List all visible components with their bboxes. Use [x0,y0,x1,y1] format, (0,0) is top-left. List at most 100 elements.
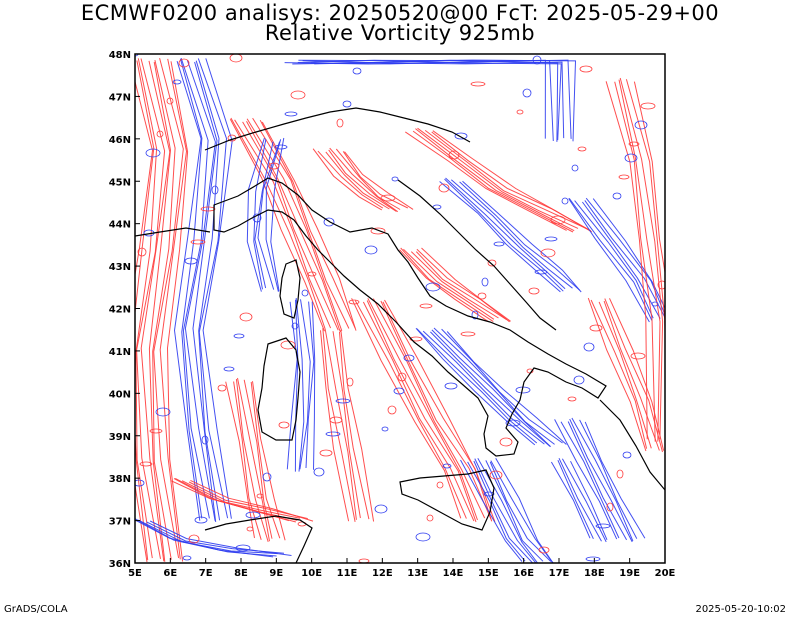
positive-vorticity-contour [229,54,243,63]
negative-vorticity-contour [135,479,145,487]
positive-vorticity-contour [229,118,325,332]
positive-vorticity-contour [630,352,646,360]
positive-vorticity-contour [616,469,624,479]
positive-vorticity-contour [619,77,664,440]
positive-vorticity-contour [538,546,550,554]
positive-vorticity-contour [200,206,216,212]
longitude-label: 13E [407,568,428,579]
negative-vorticity-contour [403,354,415,362]
positive-vorticity-contour [348,299,360,305]
negative-vorticity-contour [560,421,620,539]
positive-vorticity-contour [135,58,158,559]
negative-vorticity-contour [313,467,325,477]
negative-vorticity-contour [325,431,341,437]
positive-vorticity-contour [354,300,467,519]
positive-vorticity-contour [415,251,507,321]
negative-vorticity-contour [585,556,601,562]
negative-vorticity-contour [534,269,548,275]
negative-vorticity-contour [584,200,665,319]
positive-vorticity-contour [421,247,511,322]
positive-vorticity-contour [342,151,409,209]
negative-vorticity-contour [439,181,561,293]
negative-vorticity-contour [592,198,665,310]
negative-vorticity-contour [179,58,203,519]
positive-vorticity-contour [403,248,495,320]
negative-vorticity-contour [622,451,632,459]
positive-vorticity-contour [188,534,200,544]
positive-vorticity-contour [190,239,206,245]
negative-vorticity-contour [430,331,551,447]
positive-vorticity-contour [140,60,171,562]
negative-vorticity-contour [335,398,351,404]
negative-vorticity-contour [485,460,544,562]
negative-vorticity-contour [299,299,311,470]
longitude-label: 17E [549,568,570,579]
latitude-label: 36N [109,559,131,570]
positive-vorticity-contour [587,297,647,452]
positive-vorticity-contour [438,183,450,193]
positive-vorticity-contour [225,381,255,539]
positive-vorticity-contour [606,502,614,512]
footer-timestamp: 2025-05-20-10:02 [695,604,786,615]
negative-vorticity-contour [184,60,216,521]
positive-vorticity-contour [604,298,663,453]
positive-vorticity-contour [239,312,253,322]
positive-vorticity-contour [217,384,227,392]
positive-vorticity-contour [178,58,190,68]
negative-vorticity-contour [585,197,665,317]
negative-vorticity-contour [471,310,479,320]
positive-vorticity-contour [346,377,354,387]
negative-vorticity-contour [180,58,210,519]
positive-vorticity-contour [366,300,477,523]
negative-vorticity-contour [444,382,458,390]
negative-vorticity-contour [568,198,650,323]
positive-vorticity-contour [259,119,356,329]
latitude-label: 40N [109,389,131,400]
negative-vorticity-contour [532,55,542,65]
negative-vorticity-contour [490,460,554,563]
negative-vorticity-contour [352,67,362,75]
negative-vorticity-contour [245,511,261,519]
negative-vorticity-contour [422,330,545,445]
longitude-label: 11E [337,568,358,579]
longitude-label: 7E [199,568,213,579]
positive-vorticity-contour [387,405,397,415]
negative-vorticity-contour [584,421,646,539]
latitude-label: 41N [109,347,131,358]
latitude-label: 47N [109,92,131,103]
positive-vorticity-contour [550,215,566,225]
positive-vorticity-contour [419,303,433,309]
negative-vorticity-contour [155,407,171,417]
longitude-label: 9E [269,568,283,579]
negative-vorticity-contour [182,555,192,561]
positive-vorticity-contour [307,271,317,277]
positive-vorticity-contour [235,379,269,543]
positive-vorticity-contour [382,301,493,522]
positive-vorticity-contour [190,479,314,522]
longitude-label: 8E [234,568,248,579]
footer-credit: GrADS/COLA [4,604,68,615]
positive-vorticity-contour [415,128,575,232]
negative-vorticity-contour [595,523,611,529]
map-background [135,54,665,563]
positive-vorticity-contour [188,481,308,520]
latitude-label: 37N [109,517,131,528]
positive-vorticity-contour [628,141,640,147]
negative-vorticity-contour [302,60,565,139]
negative-vorticity-contour [446,331,567,445]
positive-vorticity-contour [590,299,648,449]
positive-vorticity-contour [567,396,577,402]
positive-vorticity-contour [312,148,383,211]
negative-vorticity-contour [651,301,659,307]
negative-vorticity-contour [522,88,532,98]
negative-vorticity-contour [573,375,585,385]
negative-vorticity-contour [393,387,405,395]
negative-vorticity-contour [149,520,292,556]
positive-vorticity-contour [358,558,370,563]
positive-vorticity-contour [243,379,273,539]
positive-vorticity-contour [589,324,603,332]
negative-vorticity-contour [311,301,316,470]
positive-vorticity-contour [246,120,341,333]
positive-vorticity-contour [252,117,350,329]
alps-border [204,107,471,151]
